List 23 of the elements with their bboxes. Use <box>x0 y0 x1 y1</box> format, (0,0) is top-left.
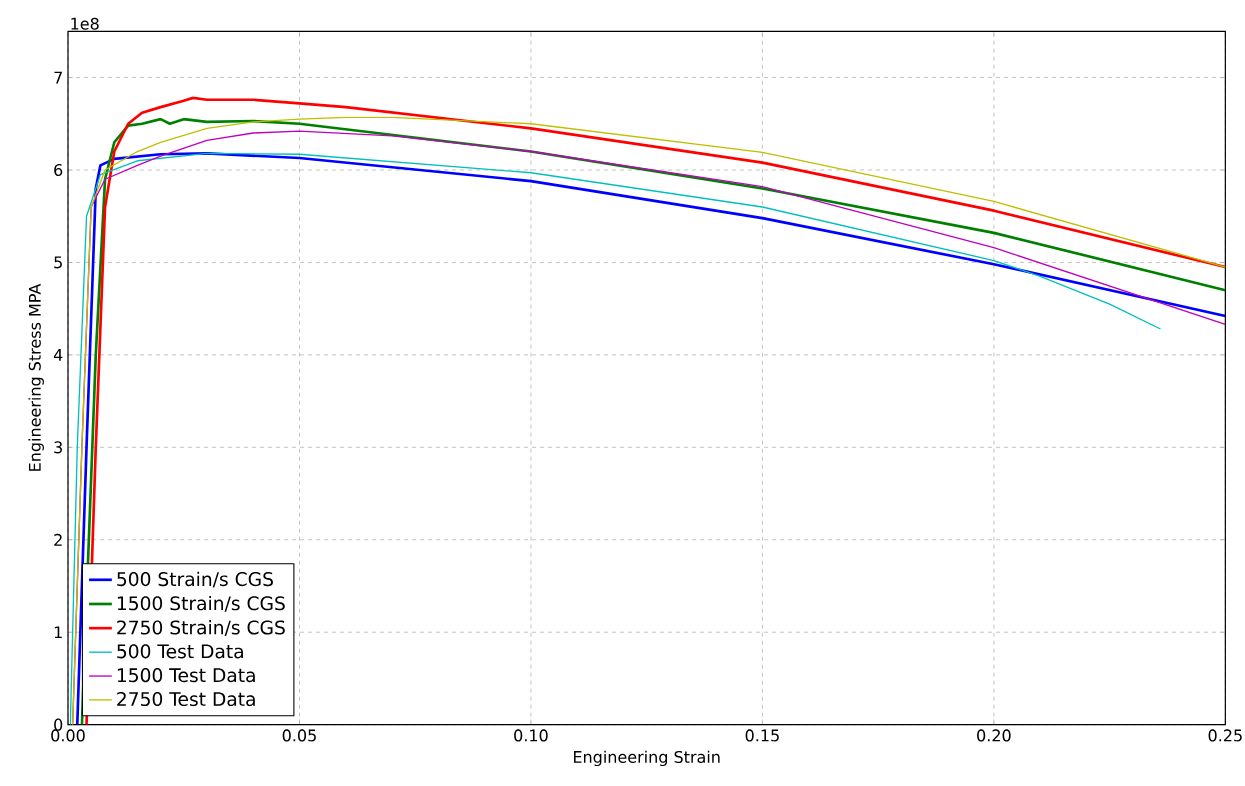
x-tick-label: 0.00 <box>51 729 85 742</box>
legend-label: 2750 Test Data <box>117 691 255 707</box>
y-tick-label: 6 <box>54 163 63 177</box>
legend-label: 500 Test Data <box>117 644 243 659</box>
y-tick-label: 7 <box>54 71 62 84</box>
text: 1e8 <box>71 17 99 30</box>
legend-label: 500 Strain/s CGS <box>117 571 273 588</box>
y-tick-label: 5 <box>54 256 62 269</box>
y-axis-title: Engineering Stress MPA <box>28 283 44 471</box>
y-tick-label: 0 <box>54 718 63 731</box>
y-tick-label: 1 <box>54 626 62 639</box>
x-tick-label: 0.05 <box>282 729 316 742</box>
x-axis-title: Engineering Strain <box>574 750 720 767</box>
legend-label: 1500 Strain/s CGS <box>117 595 285 612</box>
legend-label: 1500 Test Data <box>117 668 255 683</box>
y-tick-label: 2 <box>54 533 62 546</box>
y-tick-label: 4 <box>53 349 63 361</box>
legend-label: 2750 Strain/s CGS <box>117 620 285 636</box>
x-tick-label: 0.25 <box>1208 729 1242 742</box>
x-tick-label: 0.20 <box>977 729 1011 742</box>
x-tick-label: 0.10 <box>514 729 548 742</box>
x-tick-label: 0.15 <box>745 729 779 742</box>
y-tick-label: 3 <box>54 441 62 454</box>
